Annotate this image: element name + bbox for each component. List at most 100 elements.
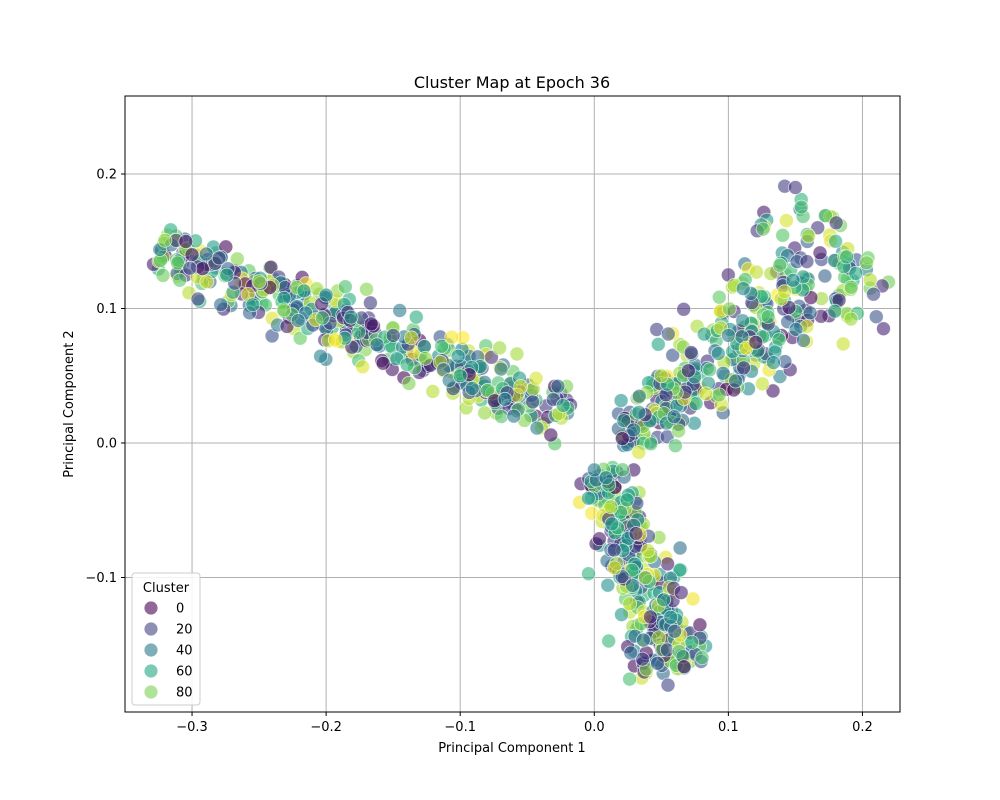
data-point bbox=[818, 208, 833, 224]
data-point bbox=[601, 633, 617, 649]
data-point bbox=[827, 303, 843, 319]
data-point bbox=[213, 297, 229, 313]
data-point bbox=[403, 330, 419, 346]
data-point bbox=[195, 261, 211, 277]
data-point bbox=[444, 329, 460, 345]
data-point bbox=[198, 246, 214, 262]
data-point bbox=[355, 359, 371, 375]
data-point bbox=[702, 362, 718, 378]
data-point bbox=[766, 355, 781, 371]
data-point bbox=[799, 254, 815, 270]
data-point bbox=[828, 233, 843, 249]
data-point bbox=[614, 431, 630, 447]
data-point bbox=[685, 591, 701, 607]
axis-ticks: −0.3 −0.2 −0.1 0.0 0.1 0.2 −0.1 0.0 0.1 0.2 bbox=[85, 168, 872, 735]
data-point bbox=[276, 302, 292, 318]
x-tick-label: 0.0 bbox=[584, 720, 605, 735]
data-point bbox=[550, 378, 566, 394]
data-point bbox=[788, 321, 804, 337]
data-point bbox=[626, 422, 642, 438]
data-point bbox=[638, 570, 653, 586]
data-point bbox=[525, 394, 541, 410]
data-points bbox=[146, 178, 896, 693]
data-point bbox=[327, 332, 343, 348]
y-tick-label: −0.1 bbox=[85, 571, 117, 586]
data-point bbox=[369, 337, 385, 353]
data-point bbox=[497, 391, 513, 407]
data-point bbox=[493, 409, 509, 424]
plot-frame bbox=[124, 95, 901, 713]
data-point bbox=[692, 617, 708, 633]
data-point bbox=[182, 260, 198, 276]
chart-title: Cluster Map at Epoch 36 bbox=[414, 73, 610, 92]
data-point bbox=[592, 531, 607, 547]
data-point bbox=[653, 368, 669, 384]
data-point bbox=[711, 289, 727, 305]
data-point bbox=[401, 375, 417, 391]
data-point bbox=[635, 651, 650, 667]
data-point bbox=[623, 645, 639, 661]
legend-label: 80 bbox=[176, 686, 193, 701]
data-point bbox=[619, 492, 635, 508]
data-point bbox=[794, 199, 809, 215]
data-point bbox=[643, 436, 659, 452]
data-point bbox=[581, 490, 596, 506]
data-point bbox=[683, 345, 699, 360]
data-point bbox=[755, 221, 771, 237]
data-point bbox=[586, 462, 602, 478]
data-point bbox=[157, 232, 173, 248]
data-point bbox=[788, 180, 803, 195]
data-point bbox=[660, 326, 676, 342]
data-point bbox=[710, 346, 726, 361]
data-point bbox=[513, 378, 529, 394]
data-point bbox=[199, 274, 215, 290]
legend-label: 40 bbox=[176, 644, 193, 659]
data-point bbox=[672, 562, 688, 578]
legend-marker bbox=[143, 621, 159, 637]
data-point bbox=[862, 272, 878, 288]
x-tick-label: −0.3 bbox=[176, 720, 208, 735]
data-point bbox=[613, 393, 629, 409]
data-point bbox=[622, 596, 638, 612]
data-point bbox=[506, 408, 522, 424]
data-point bbox=[775, 227, 791, 243]
data-point bbox=[263, 259, 279, 275]
data-point bbox=[765, 383, 781, 399]
data-point bbox=[736, 360, 751, 376]
legend-label: 0 bbox=[176, 602, 184, 617]
data-point bbox=[817, 268, 833, 284]
data-point bbox=[600, 577, 616, 593]
data-point bbox=[155, 267, 171, 283]
x-tick-label: 0.1 bbox=[718, 720, 739, 735]
data-point bbox=[417, 350, 433, 366]
data-point bbox=[211, 250, 227, 266]
x-tick-label: −0.1 bbox=[444, 720, 476, 735]
data-point bbox=[760, 309, 776, 325]
data-point bbox=[628, 526, 644, 541]
data-point bbox=[636, 632, 651, 648]
data-point bbox=[399, 357, 415, 373]
data-point bbox=[362, 295, 378, 311]
data-point bbox=[245, 297, 261, 313]
data-point bbox=[631, 404, 647, 420]
data-point bbox=[666, 409, 682, 425]
data-point bbox=[528, 370, 544, 386]
data-point bbox=[614, 607, 629, 622]
data-point bbox=[772, 369, 788, 385]
data-point bbox=[509, 346, 525, 362]
data-point bbox=[434, 338, 450, 354]
data-point bbox=[464, 380, 480, 396]
data-point bbox=[828, 215, 844, 231]
data-point bbox=[667, 623, 683, 639]
data-point bbox=[735, 281, 751, 297]
y-axis-label: Principal Component 2 bbox=[62, 330, 77, 477]
data-point bbox=[543, 427, 559, 443]
data-point bbox=[650, 655, 665, 671]
data-point bbox=[493, 361, 509, 377]
data-point bbox=[848, 265, 864, 281]
data-point bbox=[363, 316, 379, 332]
data-point bbox=[616, 413, 632, 429]
data-point bbox=[676, 659, 692, 675]
data-point bbox=[660, 556, 675, 572]
data-point bbox=[812, 245, 828, 261]
